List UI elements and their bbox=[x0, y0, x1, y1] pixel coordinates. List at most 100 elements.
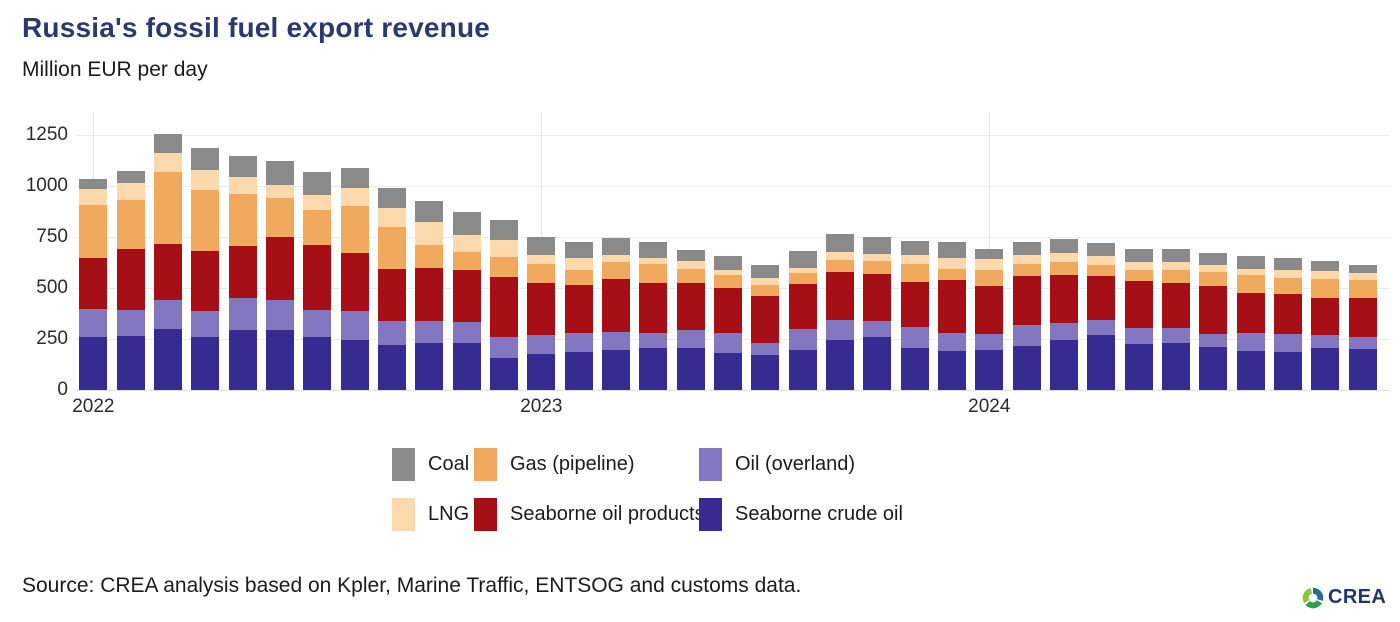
segment-gas-pipeline[interactable] bbox=[1012, 263, 1041, 276]
segment-coal[interactable] bbox=[489, 219, 518, 241]
segment-seaborne-oil-products[interactable] bbox=[788, 283, 817, 329]
segment-oil-overland[interactable] bbox=[153, 300, 182, 329]
segment-seaborne-oil-products[interactable] bbox=[1348, 298, 1377, 337]
segment-seaborne-oil-products[interactable] bbox=[1199, 285, 1228, 334]
segment-oil-overland[interactable] bbox=[639, 332, 668, 349]
segment-coal[interactable] bbox=[1273, 258, 1302, 270]
segment-seaborne-crude-oil[interactable] bbox=[1348, 349, 1377, 390]
bar-2022-12[interactable] bbox=[489, 219, 518, 390]
segment-oil-overland[interactable] bbox=[1012, 324, 1041, 347]
segment-oil-overland[interactable] bbox=[1273, 333, 1302, 353]
segment-gas-pipeline[interactable] bbox=[1161, 269, 1190, 283]
segment-oil-overland[interactable] bbox=[1124, 327, 1153, 345]
segment-seaborne-crude-oil[interactable] bbox=[676, 348, 705, 390]
segment-seaborne-oil-products[interactable] bbox=[937, 279, 966, 333]
bar-2024-05[interactable] bbox=[1124, 249, 1153, 390]
segment-lng[interactable] bbox=[751, 277, 780, 285]
segment-seaborne-oil-products[interactable] bbox=[1124, 280, 1153, 328]
segment-coal[interactable] bbox=[1049, 239, 1078, 254]
segment-gas-pipeline[interactable] bbox=[527, 263, 556, 283]
legend-item-oil-overland[interactable]: Oil (overland) bbox=[699, 448, 855, 481]
segment-seaborne-crude-oil[interactable] bbox=[1199, 347, 1228, 390]
segment-oil-overland[interactable] bbox=[825, 319, 854, 340]
legend-item-lng[interactable]: LNG bbox=[392, 498, 469, 531]
segment-seaborne-crude-oil[interactable] bbox=[303, 336, 332, 390]
segment-lng[interactable] bbox=[975, 259, 1004, 270]
segment-coal[interactable] bbox=[713, 256, 742, 270]
segment-gas-pipeline[interactable] bbox=[79, 205, 108, 259]
segment-seaborne-oil-products[interactable] bbox=[639, 282, 668, 333]
segment-gas-pipeline[interactable] bbox=[975, 269, 1004, 286]
segment-oil-overland[interactable] bbox=[788, 328, 817, 351]
segment-coal[interactable] bbox=[1311, 261, 1340, 271]
segment-seaborne-oil-products[interactable] bbox=[191, 251, 220, 312]
segment-lng[interactable] bbox=[116, 182, 145, 201]
bar-2022-08[interactable] bbox=[340, 167, 369, 390]
bar-2023-11[interactable] bbox=[900, 241, 929, 390]
segment-seaborne-crude-oil[interactable] bbox=[79, 336, 108, 390]
bar-2023-06[interactable] bbox=[713, 256, 742, 390]
segment-oil-overland[interactable] bbox=[676, 329, 705, 349]
segment-lng[interactable] bbox=[191, 169, 220, 191]
segment-seaborne-oil-products[interactable] bbox=[676, 282, 705, 330]
segment-seaborne-crude-oil[interactable] bbox=[1012, 346, 1041, 390]
segment-oil-overland[interactable] bbox=[1199, 333, 1228, 348]
segment-gas-pipeline[interactable] bbox=[1199, 271, 1228, 286]
segment-gas-pipeline[interactable] bbox=[639, 263, 668, 283]
bar-2023-12[interactable] bbox=[937, 242, 966, 390]
segment-seaborne-oil-products[interactable] bbox=[1049, 274, 1078, 323]
segment-oil-overland[interactable] bbox=[228, 298, 257, 330]
segment-lng[interactable] bbox=[489, 240, 518, 258]
segment-oil-overland[interactable] bbox=[863, 320, 892, 337]
segment-gas-pipeline[interactable] bbox=[900, 263, 929, 282]
segment-gas-pipeline[interactable] bbox=[863, 261, 892, 274]
bar-2023-02[interactable] bbox=[564, 242, 593, 390]
segment-seaborne-oil-products[interactable] bbox=[1012, 275, 1041, 325]
segment-seaborne-oil-products[interactable] bbox=[900, 281, 929, 327]
segment-oil-overland[interactable] bbox=[751, 343, 780, 356]
segment-gas-pipeline[interactable] bbox=[228, 194, 257, 247]
segment-seaborne-crude-oil[interactable] bbox=[863, 336, 892, 390]
segment-lng[interactable] bbox=[377, 208, 406, 227]
segment-seaborne-crude-oil[interactable] bbox=[713, 353, 742, 390]
segment-gas-pipeline[interactable] bbox=[340, 206, 369, 254]
segment-lng[interactable] bbox=[1273, 269, 1302, 278]
segment-seaborne-oil-products[interactable] bbox=[303, 245, 332, 311]
segment-lng[interactable] bbox=[1124, 262, 1153, 270]
segment-seaborne-crude-oil[interactable] bbox=[1087, 334, 1116, 390]
bar-2024-10[interactable] bbox=[1311, 261, 1340, 390]
bar-2024-04[interactable] bbox=[1087, 243, 1116, 390]
segment-coal[interactable] bbox=[751, 264, 780, 278]
segment-coal[interactable] bbox=[1236, 256, 1265, 269]
segment-gas-pipeline[interactable] bbox=[1273, 277, 1302, 295]
segment-gas-pipeline[interactable] bbox=[191, 190, 220, 252]
segment-seaborne-crude-oil[interactable] bbox=[527, 354, 556, 390]
segment-seaborne-oil-products[interactable] bbox=[863, 273, 892, 321]
segment-seaborne-crude-oil[interactable] bbox=[415, 343, 444, 390]
segment-seaborne-crude-oil[interactable] bbox=[1311, 348, 1340, 390]
segment-oil-overland[interactable] bbox=[265, 300, 294, 330]
segment-seaborne-crude-oil[interactable] bbox=[564, 352, 593, 390]
segment-seaborne-oil-products[interactable] bbox=[1161, 282, 1190, 328]
segment-seaborne-crude-oil[interactable] bbox=[825, 340, 854, 390]
segment-coal[interactable] bbox=[825, 233, 854, 253]
bar-2023-08[interactable] bbox=[788, 251, 817, 390]
bar-2022-05[interactable] bbox=[228, 156, 257, 390]
segment-seaborne-oil-products[interactable] bbox=[153, 244, 182, 301]
segment-oil-overland[interactable] bbox=[377, 320, 406, 346]
segment-seaborne-oil-products[interactable] bbox=[415, 267, 444, 321]
segment-oil-overland[interactable] bbox=[937, 332, 966, 352]
segment-gas-pipeline[interactable] bbox=[1124, 269, 1153, 281]
segment-coal[interactable] bbox=[228, 156, 257, 177]
segment-lng[interactable] bbox=[340, 188, 369, 207]
segment-gas-pipeline[interactable] bbox=[601, 262, 630, 279]
bar-2022-03[interactable] bbox=[153, 133, 182, 390]
segment-gas-pipeline[interactable] bbox=[1049, 262, 1078, 275]
bar-2024-11[interactable] bbox=[1348, 264, 1377, 390]
segment-oil-overland[interactable] bbox=[527, 334, 556, 355]
segment-lng[interactable] bbox=[713, 269, 742, 275]
segment-seaborne-crude-oil[interactable] bbox=[639, 348, 668, 390]
segment-seaborne-oil-products[interactable] bbox=[601, 278, 630, 332]
segment-seaborne-oil-products[interactable] bbox=[1087, 275, 1116, 320]
segment-coal[interactable] bbox=[1087, 243, 1116, 257]
